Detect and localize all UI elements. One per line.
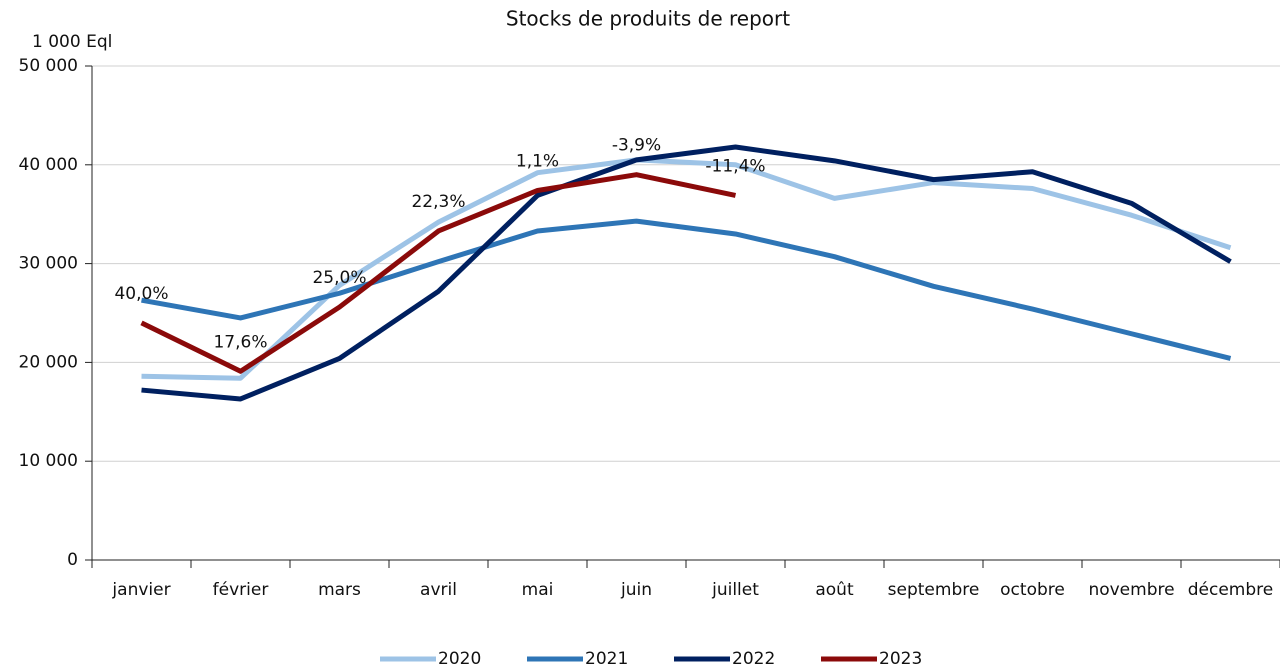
chart-title: Stocks de produits de report — [506, 7, 790, 31]
x-tick-label: février — [213, 580, 269, 600]
series-line — [140, 172, 737, 374]
y-tick-label: 40 000 — [19, 155, 78, 175]
y-tick-label: 10 000 — [19, 451, 78, 471]
legend-label: 2021 — [585, 649, 628, 668]
x-tick-label: août — [815, 580, 854, 600]
x-tick-label: mai — [522, 580, 554, 600]
annotation: -3,9% — [612, 136, 661, 156]
y-tick-label: 30 000 — [19, 254, 78, 274]
annotation: 17,6% — [213, 332, 267, 352]
annotation: 22,3% — [411, 192, 465, 212]
legend-label: 2020 — [438, 649, 481, 668]
x-tick-label: juin — [620, 580, 652, 600]
legend-label: 2023 — [879, 649, 922, 668]
x-tick-label: avril — [420, 580, 457, 600]
series-line — [141, 144, 1232, 402]
annotation: 1,1% — [516, 151, 559, 171]
series-line — [141, 157, 1232, 381]
y-tick-label: 0 — [67, 550, 78, 570]
annotation: -11,4% — [705, 156, 765, 176]
y-tick-label: 50 000 — [19, 56, 78, 76]
x-tick-label: novembre — [1088, 580, 1174, 600]
x-tick-label: juillet — [711, 580, 759, 600]
legend-label: 2022 — [732, 649, 775, 668]
annotation: 25,0% — [312, 268, 366, 288]
x-tick-label: décembre — [1188, 580, 1273, 600]
x-tick-label: octobre — [1000, 580, 1065, 600]
series-line — [141, 218, 1232, 361]
annotation: 40,0% — [114, 284, 168, 304]
x-tick-label: janvier — [111, 580, 170, 600]
y-tick-label: 20 000 — [19, 352, 78, 372]
x-tick-label: septembre — [888, 580, 980, 600]
x-tick-label: mars — [318, 580, 361, 600]
y-unit: 1 000 Eql — [32, 32, 112, 52]
